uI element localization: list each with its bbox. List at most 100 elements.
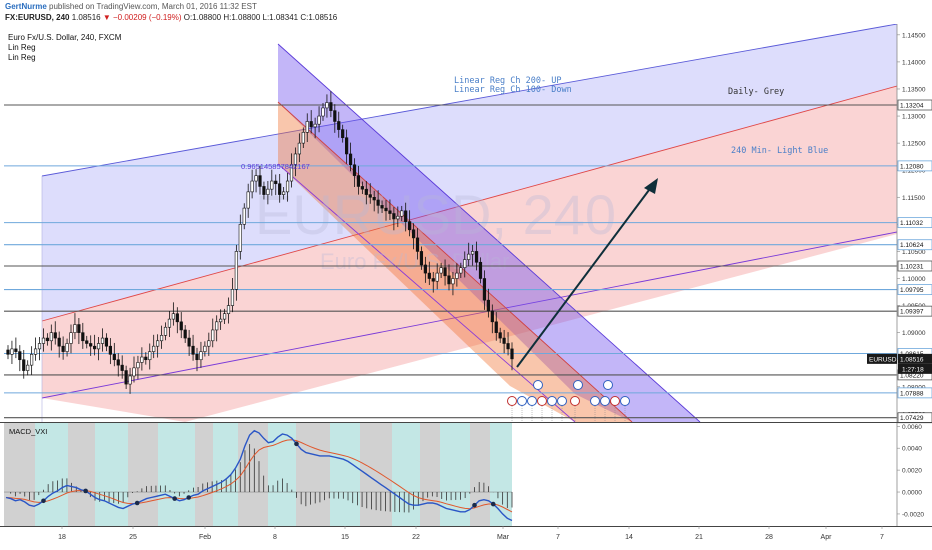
annotation-linreg-down: Linear Reg Ch 100- Down [454, 85, 572, 95]
price-tick-label: 1.10500 [902, 249, 926, 256]
time-tick-label: 7 [880, 534, 884, 541]
candle-body [120, 364, 124, 371]
candle-body [474, 251, 479, 263]
macd-cross-dot [490, 501, 496, 507]
candle-body [195, 354, 199, 361]
candle-body [211, 329, 215, 342]
macd-cross-dot [83, 488, 88, 494]
candle-body [14, 348, 18, 352]
candle-body [222, 313, 227, 320]
candle-body [274, 180, 278, 185]
candle-body [341, 129, 345, 139]
macd-tick-label: 0.0000 [902, 490, 922, 497]
event-marker [590, 396, 600, 406]
candle-body [159, 335, 164, 342]
candle-body [431, 278, 435, 282]
macd-shade [35, 423, 68, 526]
macd-shade [128, 423, 158, 526]
candle-body [41, 337, 46, 344]
time-tick-label: Mar [497, 534, 510, 541]
candle-body [333, 110, 337, 122]
legend-title: Euro Fx/U.S. Dollar, 240, FXCM [8, 33, 122, 42]
candle-body [69, 332, 73, 344]
candle-body [242, 207, 246, 225]
candle-body [179, 321, 183, 331]
macd-tick-label: -0.0020 [902, 511, 924, 518]
macd-shade [238, 423, 268, 526]
time-tick-label: 7 [556, 534, 560, 541]
event-marker [557, 396, 567, 406]
candle-body [317, 115, 321, 125]
candle-body [297, 142, 301, 155]
candle-body [506, 343, 510, 350]
level-label-box [897, 284, 932, 296]
candle-body [384, 207, 388, 212]
last-price: 1.08516 [71, 13, 101, 22]
linreg-down-top [277, 43, 701, 422]
level-label-text: 1.08220 [900, 372, 924, 379]
current-symbol-text: EURUSD [869, 356, 897, 363]
macd-shade [420, 423, 440, 526]
event-marker [620, 396, 630, 406]
macd-shade [470, 423, 490, 526]
candle-body [427, 272, 431, 279]
candle-body [246, 191, 250, 209]
candle-body [376, 199, 380, 206]
watermark-symbol: EURUSD, 240 [255, 183, 616, 246]
candle-body [132, 367, 136, 377]
candle-body [104, 337, 109, 347]
candle-body [61, 345, 65, 352]
linreg-down-bottom [277, 163, 576, 422]
candle-body [289, 164, 294, 182]
event-marker [547, 396, 557, 406]
candle-body [285, 180, 290, 193]
symbol-label[interactable]: FX:EURUSD, 240 [5, 13, 70, 22]
level-label-box [897, 387, 932, 399]
macd-title: MACD_VXI [9, 427, 47, 436]
macd-cross-dot [186, 495, 192, 500]
legend-indicator-1[interactable]: Lin Reg [8, 43, 36, 52]
candle-body [325, 102, 329, 109]
time-tick-label: 22 [412, 534, 420, 541]
macd-shade [360, 423, 392, 526]
candle-body [93, 345, 97, 350]
macd-shade [392, 423, 420, 526]
candle-body [199, 351, 203, 361]
candle-body [364, 188, 368, 195]
candle-body [124, 370, 128, 385]
candles [6, 91, 514, 394]
level-label-text: 1.10624 [900, 242, 924, 249]
candle-body [219, 318, 223, 323]
time-tick-label: Apr [821, 534, 833, 541]
candle-body [152, 345, 156, 352]
candle-body [309, 121, 313, 128]
time-tick-label: 15 [341, 534, 349, 541]
candle-body [6, 349, 10, 355]
event-marker [600, 396, 610, 406]
candle-body [156, 340, 160, 347]
candle-body [451, 278, 455, 285]
candle-body [266, 188, 270, 195]
candle-body [502, 337, 506, 344]
event-marker [610, 396, 620, 406]
candle-body [128, 375, 132, 385]
author-link[interactable]: GertNurme [5, 2, 47, 11]
countdown-text: 1:27:18 [902, 366, 924, 373]
legend-indicator-2[interactable]: Lin Reg [8, 53, 36, 62]
macd-shade [4, 423, 35, 526]
candle-body [112, 354, 116, 361]
candle-body [392, 213, 396, 220]
price-change: ▼ −0.00209 (−0.19%) [102, 13, 182, 22]
candle-body [345, 137, 349, 155]
level-label-box [897, 260, 932, 272]
candle-body [380, 205, 384, 209]
candle-body [18, 351, 22, 361]
candle-body [360, 186, 364, 190]
time-tick-label: 8 [273, 534, 277, 541]
level-label-text: 1.09795 [900, 287, 924, 294]
trend-arrow-line [516, 185, 653, 368]
candle-body [482, 278, 487, 301]
candle-body [463, 259, 467, 268]
macd-cross-dot [41, 498, 46, 504]
